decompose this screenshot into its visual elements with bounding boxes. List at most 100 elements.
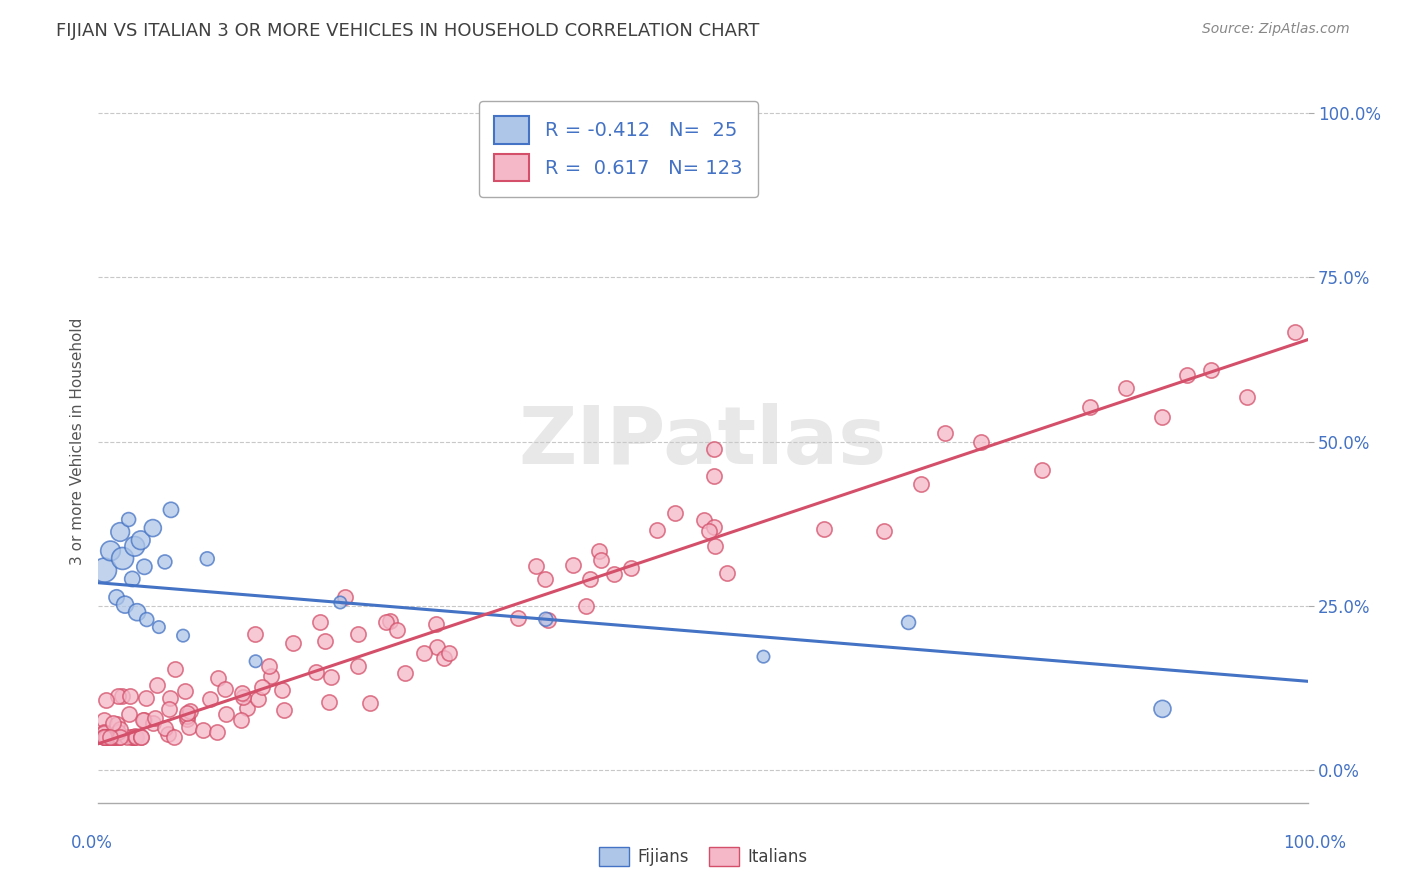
Point [110, 689, 132, 703]
Point [329, 595, 352, 609]
Point [236, 700, 259, 714]
Point [215, 706, 238, 721]
Point [117, 730, 139, 744]
Point [910, 476, 932, 491]
Point [333, 590, 356, 604]
Point [394, 666, 416, 681]
Point [433, 650, 456, 665]
Point [1152, 410, 1174, 425]
Point [562, 558, 585, 572]
Point [100, 544, 122, 558]
Point [205, 725, 228, 739]
Point [195, 551, 218, 566]
Point [873, 524, 896, 538]
Point [163, 730, 186, 744]
Point [179, 704, 201, 718]
Point [98, 730, 121, 744]
Point [506, 611, 529, 625]
Point [160, 503, 183, 517]
Point [897, 615, 920, 630]
Legend: Fijians, Italians: Fijians, Italians [592, 840, 814, 873]
Point [534, 572, 557, 586]
Point [124, 539, 146, 553]
Point [207, 671, 229, 685]
Point [664, 506, 686, 520]
Point [104, 730, 127, 744]
Point [232, 690, 254, 705]
Text: ZIPatlas: ZIPatlas [519, 402, 887, 481]
Point [108, 722, 131, 736]
Text: 0.0%: 0.0% [70, 834, 112, 852]
Point [105, 717, 128, 731]
Point [318, 695, 340, 709]
Point [309, 615, 332, 629]
Point [281, 636, 304, 650]
Point [703, 468, 725, 483]
Point [1236, 391, 1258, 405]
Point [934, 425, 956, 440]
Point [174, 683, 197, 698]
Point [176, 706, 198, 720]
Point [105, 591, 128, 605]
Point [135, 613, 157, 627]
Point [579, 572, 602, 586]
Point [121, 730, 143, 744]
Point [107, 689, 129, 703]
Point [108, 730, 131, 744]
Point [97, 730, 120, 744]
Point [153, 721, 176, 735]
Point [359, 697, 381, 711]
Point [575, 599, 598, 613]
Point [375, 615, 398, 629]
Point [1152, 702, 1174, 716]
Point [142, 521, 165, 535]
Point [426, 640, 449, 655]
Point [114, 598, 136, 612]
Point [693, 513, 716, 527]
Point [697, 524, 720, 538]
Point [425, 617, 447, 632]
Point [752, 649, 775, 664]
Point [1115, 381, 1137, 395]
Point [93, 730, 115, 744]
Point [163, 662, 186, 676]
Point [121, 572, 143, 586]
Point [229, 713, 252, 727]
Point [177, 720, 200, 734]
Point [93, 725, 115, 739]
Point [271, 682, 294, 697]
Point [589, 553, 612, 567]
Point [319, 670, 342, 684]
Point [118, 512, 141, 526]
Point [1199, 363, 1222, 377]
Point [157, 726, 180, 740]
Legend: R = -0.412   N=  25, R =  0.617   N= 123: R = -0.412 N= 25, R = 0.617 N= 123 [479, 101, 758, 197]
Point [346, 626, 368, 640]
Point [93, 563, 115, 577]
Y-axis label: 3 or more Vehicles in Household: 3 or more Vehicles in Household [69, 318, 84, 566]
Point [118, 706, 141, 721]
Text: FIJIAN VS ITALIAN 3 OR MORE VEHICLES IN HOUSEHOLD CORRELATION CHART: FIJIAN VS ITALIAN 3 OR MORE VEHICLES IN … [56, 22, 759, 40]
Point [94, 730, 117, 744]
Point [93, 730, 115, 744]
Point [524, 558, 547, 573]
Point [107, 725, 129, 739]
Point [305, 665, 328, 679]
Point [148, 620, 170, 634]
Point [125, 730, 148, 744]
Point [127, 605, 149, 619]
Point [1175, 368, 1198, 382]
Point [159, 702, 181, 716]
Point [198, 691, 221, 706]
Point [1078, 400, 1101, 414]
Point [413, 646, 436, 660]
Point [100, 730, 122, 744]
Point [385, 624, 408, 638]
Point [129, 533, 152, 548]
Point [703, 442, 725, 456]
Point [703, 520, 725, 534]
Point [134, 559, 156, 574]
Point [101, 716, 124, 731]
Point [704, 539, 727, 553]
Point [1031, 462, 1053, 476]
